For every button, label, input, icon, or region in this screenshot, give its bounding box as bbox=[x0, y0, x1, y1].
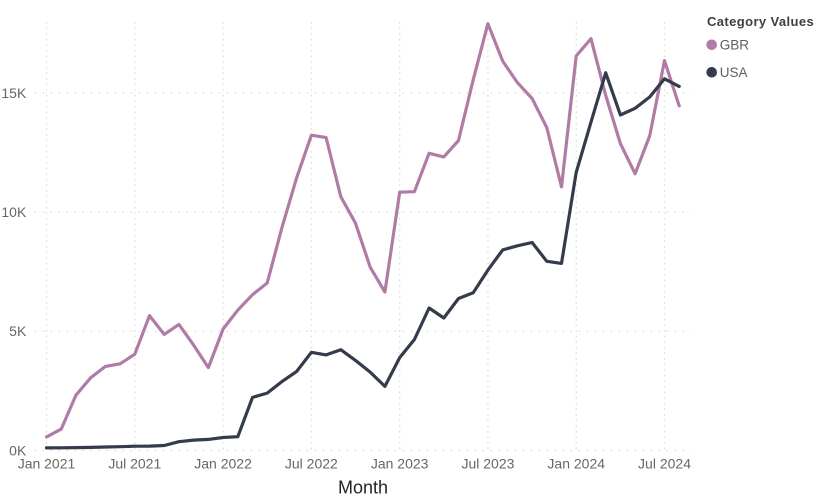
svg-text:Jul 2024: Jul 2024 bbox=[638, 456, 691, 472]
svg-text:GBR: GBR bbox=[720, 37, 750, 52]
svg-text:Jan 2021: Jan 2021 bbox=[18, 456, 76, 472]
svg-text:Category Values: Category Values bbox=[707, 14, 814, 29]
svg-text:Jul 2022: Jul 2022 bbox=[285, 456, 338, 472]
svg-text:Jul 2023: Jul 2023 bbox=[461, 456, 514, 472]
svg-text:Jan 2022: Jan 2022 bbox=[194, 456, 252, 472]
svg-text:15K: 15K bbox=[1, 85, 27, 101]
svg-text:Jan 2024: Jan 2024 bbox=[547, 456, 605, 472]
svg-text:0K: 0K bbox=[9, 442, 27, 458]
svg-text:Jan 2023: Jan 2023 bbox=[371, 456, 429, 472]
svg-text:5K: 5K bbox=[9, 323, 27, 339]
svg-text:USA: USA bbox=[720, 65, 748, 80]
svg-text:Jul 2021: Jul 2021 bbox=[108, 456, 161, 472]
svg-text:Month: Month bbox=[338, 478, 388, 497]
svg-text:10K: 10K bbox=[1, 204, 27, 220]
